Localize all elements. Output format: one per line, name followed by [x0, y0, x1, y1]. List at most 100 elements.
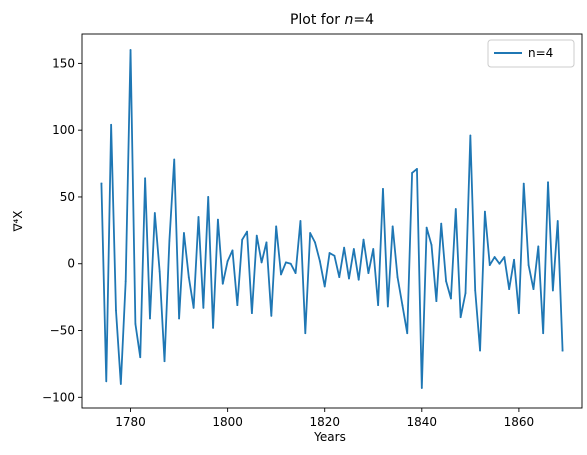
data-point	[212, 326, 214, 329]
x-tick-label: 1840	[407, 415, 438, 429]
data-point	[532, 288, 535, 291]
data-point	[556, 220, 559, 222]
data-point	[168, 240, 171, 242]
data-point	[542, 332, 545, 335]
data-point	[430, 244, 433, 246]
data-point	[367, 272, 370, 274]
data-point	[352, 248, 355, 250]
data-point	[275, 225, 278, 228]
x-axis-ticks: 1780 1800 1820 1840 1860	[115, 408, 534, 429]
data-point	[163, 360, 166, 363]
data-point	[386, 305, 389, 308]
data-point	[260, 261, 263, 264]
data-point	[299, 220, 302, 222]
data-point	[406, 332, 409, 335]
data-point	[561, 349, 564, 352]
data-points	[100, 49, 564, 389]
x-axis-label: Years	[313, 430, 346, 444]
y-tick-label: 150	[52, 56, 75, 70]
x-tick-label: 1820	[309, 415, 340, 429]
data-point	[236, 304, 239, 307]
data-point	[100, 182, 103, 185]
data-point	[246, 230, 248, 233]
data-point	[474, 289, 477, 292]
plot-area	[100, 49, 564, 389]
y-tick-label: −50	[50, 324, 75, 338]
y-axis-ticks: −100 −50 0 50 100 150	[42, 56, 82, 404]
data-point	[265, 241, 268, 244]
data-point	[479, 349, 481, 352]
data-point	[503, 256, 506, 258]
data-point	[498, 262, 501, 265]
data-point	[435, 300, 438, 303]
x-tick-label: 1800	[212, 415, 243, 429]
data-point	[382, 188, 384, 190]
data-point	[323, 285, 326, 288]
data-point	[469, 134, 472, 137]
data-point	[513, 258, 515, 261]
data-point	[420, 387, 423, 389]
data-point	[362, 238, 365, 241]
data-point	[377, 304, 380, 307]
series-line-n4	[100, 49, 564, 389]
data-point	[459, 316, 462, 319]
data-point	[270, 314, 273, 317]
data-point	[357, 278, 360, 281]
data-point	[450, 297, 452, 300]
data-point	[454, 208, 457, 210]
y-axis-label: ∇⁴X	[11, 210, 25, 232]
data-point	[280, 273, 282, 276]
y-tick-label: −100	[42, 390, 75, 404]
data-point	[547, 181, 549, 184]
data-point	[348, 277, 350, 280]
data-point	[289, 262, 292, 265]
data-point	[309, 232, 312, 234]
chart-title: Plot for n=4	[290, 12, 374, 28]
x-tick-label: 1860	[504, 415, 535, 429]
data-point	[411, 172, 413, 174]
data-point	[105, 380, 108, 383]
data-point	[119, 383, 122, 385]
data-point	[226, 260, 229, 262]
data-point	[197, 216, 200, 218]
data-point	[522, 182, 525, 185]
data-point	[401, 304, 404, 307]
data-point	[207, 196, 210, 198]
data-point	[314, 241, 316, 244]
data-point	[134, 322, 137, 325]
data-point	[153, 212, 156, 214]
data-point	[318, 260, 321, 262]
data-point	[396, 276, 399, 278]
y-tick-label: 50	[60, 190, 75, 204]
data-point	[508, 288, 511, 291]
data-point	[440, 222, 443, 225]
data-point	[304, 332, 307, 335]
data-point	[158, 270, 161, 273]
data-point	[488, 264, 491, 266]
data-point	[129, 49, 132, 51]
x-tick-label: 1780	[115, 415, 146, 429]
data-point	[391, 225, 394, 228]
data-point	[149, 317, 151, 320]
y-tick-label: 100	[52, 123, 75, 137]
data-point	[139, 356, 142, 359]
data-point	[217, 218, 219, 221]
data-point	[338, 276, 341, 278]
data-point	[484, 210, 486, 213]
legend-box	[487, 39, 575, 68]
data-point	[144, 177, 147, 180]
data-point	[493, 256, 496, 258]
data-point	[416, 168, 418, 170]
data-point	[124, 280, 127, 283]
data-point	[517, 312, 520, 315]
data-point	[255, 234, 258, 237]
data-point	[115, 309, 117, 312]
data-point	[178, 317, 180, 320]
plot-frame	[81, 33, 583, 409]
data-point	[241, 238, 244, 241]
legend-label: n=4	[528, 46, 553, 60]
data-point	[173, 158, 176, 161]
data-point	[527, 264, 530, 266]
